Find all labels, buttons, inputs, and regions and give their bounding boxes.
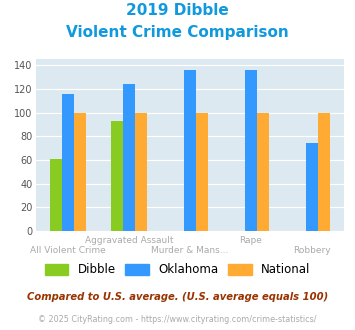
Text: Robbery: Robbery	[293, 246, 331, 255]
Text: Compared to U.S. average. (U.S. average equals 100): Compared to U.S. average. (U.S. average …	[27, 292, 328, 302]
Legend: Dibble, Oklahoma, National: Dibble, Oklahoma, National	[45, 263, 310, 276]
Bar	[318, 113, 330, 231]
Text: All Violent Crime: All Violent Crime	[30, 246, 106, 255]
Text: © 2025 CityRating.com - https://www.cityrating.com/crime-statistics/: © 2025 CityRating.com - https://www.city…	[38, 315, 317, 324]
Bar	[245, 70, 257, 231]
Text: 2019 Dibble: 2019 Dibble	[126, 3, 229, 18]
Bar	[50, 159, 62, 231]
Text: Murder & Mans...: Murder & Mans...	[151, 246, 229, 255]
Bar	[62, 94, 74, 231]
Bar	[135, 113, 147, 231]
Bar	[184, 70, 196, 231]
Bar	[257, 113, 269, 231]
Bar	[196, 113, 208, 231]
Bar	[306, 144, 318, 231]
Text: Rape: Rape	[240, 236, 262, 245]
Bar	[74, 113, 86, 231]
Text: Violent Crime Comparison: Violent Crime Comparison	[66, 25, 289, 40]
Text: Aggravated Assault: Aggravated Assault	[84, 236, 173, 245]
Bar	[123, 84, 135, 231]
Bar	[110, 121, 123, 231]
